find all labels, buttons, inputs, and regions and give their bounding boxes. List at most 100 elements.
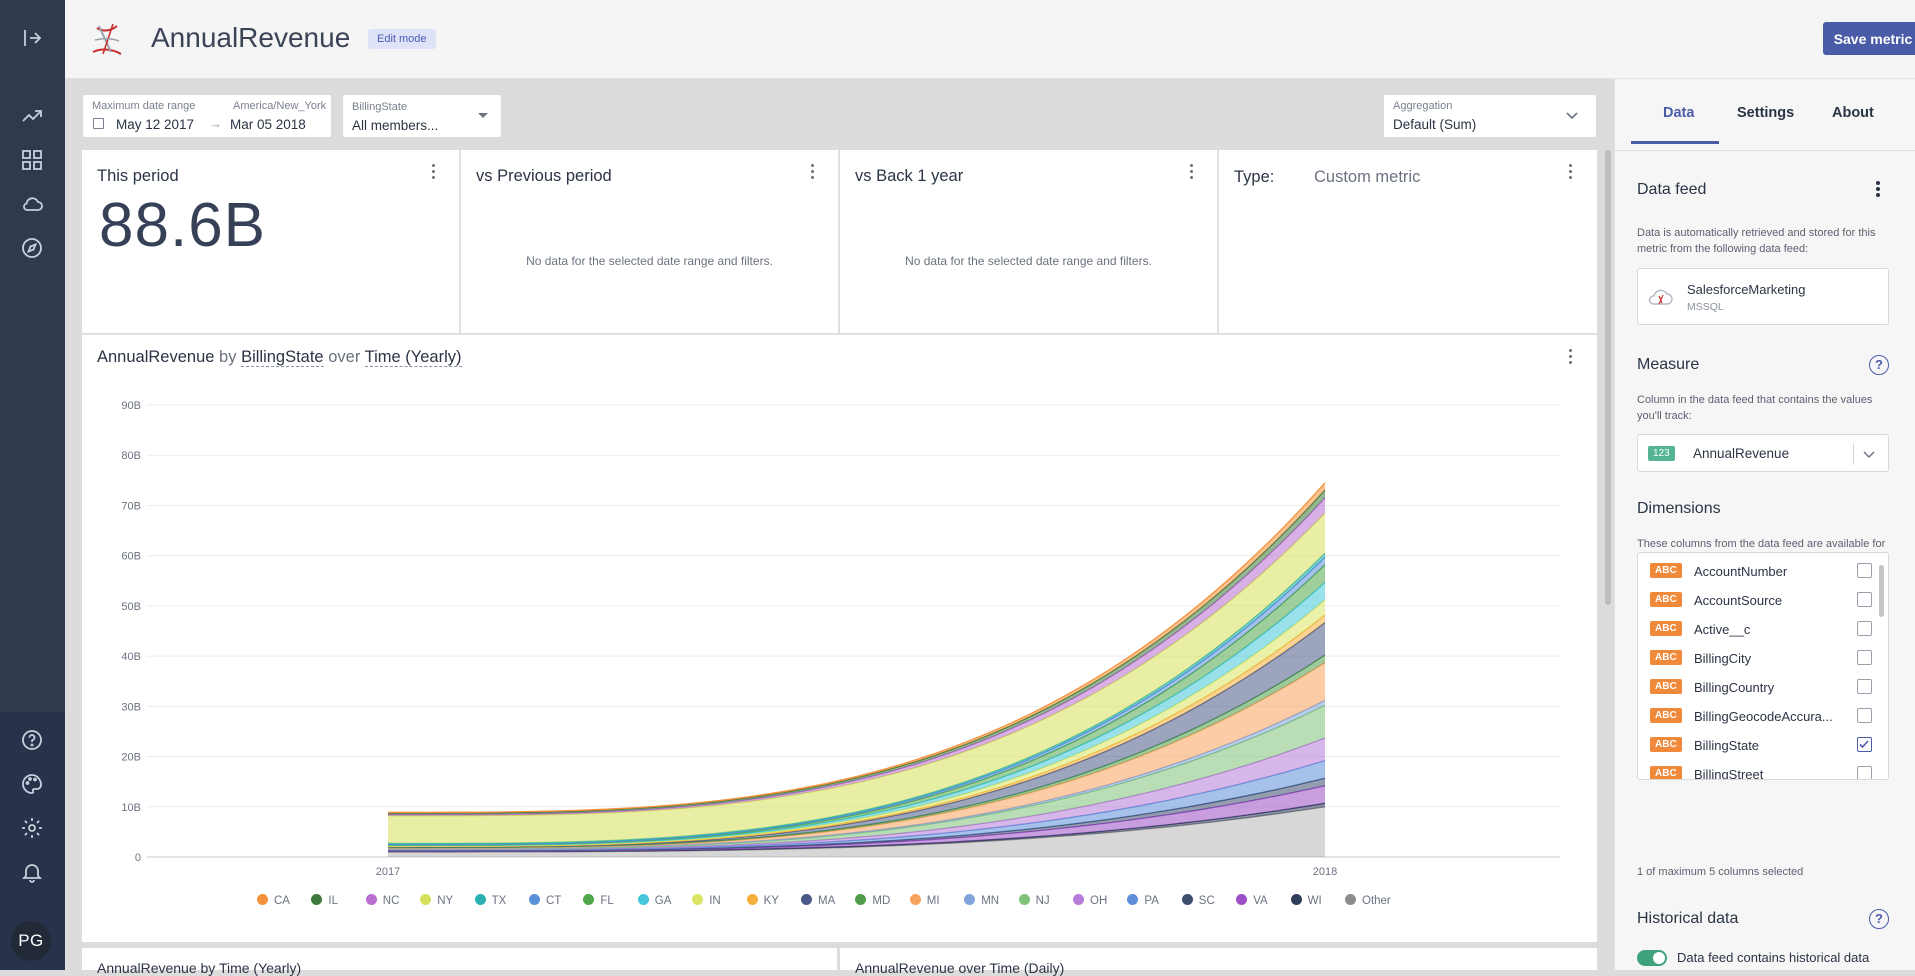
main-nav: PG bbox=[0, 0, 65, 970]
dimension-checkbox[interactable] bbox=[1857, 621, 1872, 636]
main-scrollbar[interactable] bbox=[1605, 150, 1611, 605]
legend-swatch bbox=[855, 894, 867, 905]
legend-item-ny[interactable]: NY bbox=[420, 894, 453, 907]
legend-item-mn[interactable]: MN bbox=[964, 894, 999, 907]
text-type-tag: ABC bbox=[1650, 592, 1682, 607]
this-period-card: This period 88.6B bbox=[82, 150, 460, 333]
legend-label: CA bbox=[274, 895, 290, 907]
legend-item-ky[interactable]: KY bbox=[746, 894, 779, 907]
measure-heading: Measure bbox=[1637, 356, 1700, 373]
aggregation-select[interactable]: Aggregation Default (Sum) bbox=[1383, 94, 1597, 138]
date-start[interactable]: May 12 2017 bbox=[116, 117, 195, 132]
chart-card: AnnualRevenue by BillingState over Time … bbox=[82, 334, 1597, 942]
legend-item-nc[interactable]: NC bbox=[365, 894, 400, 907]
dimension-checkbox[interactable] bbox=[1857, 737, 1872, 752]
legend-item-md[interactable]: MD bbox=[855, 894, 890, 907]
dimension-row[interactable]: ABC BillingCountry bbox=[1650, 677, 1876, 697]
cloud-icon[interactable] bbox=[20, 192, 44, 216]
legend-swatch bbox=[1290, 894, 1302, 905]
dimension-checkbox[interactable] bbox=[1857, 650, 1872, 665]
legend-label: GA bbox=[654, 895, 672, 907]
legend-item-sc[interactable]: SC bbox=[1181, 894, 1215, 907]
help-icon[interactable]: ? bbox=[1869, 355, 1889, 375]
dimension-row[interactable]: ABC BillingGeocodeAccura... bbox=[1650, 706, 1876, 726]
legend-item-ct[interactable]: CT bbox=[529, 894, 561, 907]
legend-item-mi[interactable]: MI bbox=[909, 894, 940, 907]
data-feed-card[interactable]: SalesforceMarketing MSSQL bbox=[1637, 268, 1889, 325]
help-icon[interactable]: ? bbox=[1869, 909, 1889, 929]
card-menu-icon[interactable] bbox=[1569, 164, 1573, 180]
sidebar-expand-icon[interactable] bbox=[20, 26, 44, 50]
lower-card-right: AnnualRevenue over Time (Daily) bbox=[840, 948, 1597, 976]
legend-swatch bbox=[1073, 894, 1084, 905]
y-tick-label: 70B bbox=[121, 500, 141, 512]
historical-heading: Historical data bbox=[1637, 910, 1739, 927]
legend-label: IL bbox=[328, 895, 338, 907]
dimension-checkbox[interactable] bbox=[1857, 679, 1872, 694]
avatar[interactable]: PG bbox=[11, 921, 51, 961]
dimension-checkbox[interactable] bbox=[1857, 563, 1872, 578]
legend-swatch bbox=[1236, 894, 1248, 905]
legend-item-fl[interactable]: FL bbox=[583, 894, 614, 907]
legend-item-pa[interactable]: PA bbox=[1127, 894, 1159, 907]
type-label: Type: bbox=[1234, 168, 1275, 186]
chart-title-over: over bbox=[328, 348, 361, 366]
tab-settings[interactable]: Settings bbox=[1737, 105, 1795, 121]
legend-item-ma[interactable]: MA bbox=[801, 894, 835, 907]
chart-menu-icon[interactable] bbox=[1569, 349, 1573, 365]
legend-label: CT bbox=[546, 895, 562, 907]
data-feed-menu-icon[interactable] bbox=[1876, 181, 1880, 197]
legend-item-ga[interactable]: GA bbox=[637, 894, 672, 907]
legend-item-nj[interactable]: NJ bbox=[1018, 894, 1050, 907]
measure-select[interactable]: 123 AnnualRevenue bbox=[1637, 434, 1889, 472]
dashboard-icon[interactable] bbox=[20, 148, 44, 172]
card-menu-icon[interactable] bbox=[1190, 164, 1194, 180]
tab-about[interactable]: About bbox=[1832, 105, 1874, 121]
legend-item-other[interactable]: Other bbox=[1345, 894, 1391, 907]
trend-icon[interactable] bbox=[20, 104, 44, 128]
dimension-checkbox[interactable] bbox=[1857, 708, 1872, 723]
dimension-checkbox[interactable] bbox=[1857, 766, 1872, 779]
date-end[interactable]: Mar 05 2018 bbox=[230, 117, 306, 132]
compass-icon[interactable] bbox=[20, 236, 44, 260]
dimension-row[interactable]: ABC AccountSource bbox=[1650, 590, 1876, 610]
dimensions-scrollbar[interactable] bbox=[1879, 565, 1884, 617]
legend-label: NY bbox=[437, 895, 454, 907]
legend-item-ca[interactable]: CA bbox=[257, 894, 290, 907]
dimension-row[interactable]: ABC AccountNumber bbox=[1650, 561, 1876, 581]
dimension-row[interactable]: ABC BillingState bbox=[1650, 735, 1876, 755]
legend-swatch bbox=[365, 894, 377, 905]
gear-icon[interactable] bbox=[20, 816, 44, 840]
legend-item-il[interactable]: IL bbox=[311, 894, 338, 907]
date-range-filter[interactable]: Maximum date range America/New_York May … bbox=[82, 94, 332, 138]
dimension-checkbox[interactable] bbox=[1857, 592, 1872, 607]
billingstate-filter[interactable]: BillingState All members... bbox=[342, 94, 502, 138]
no-data-message: No data for the selected date range and … bbox=[526, 254, 773, 268]
data-feed-heading: Data feed bbox=[1637, 181, 1707, 198]
bell-icon[interactable] bbox=[20, 860, 44, 884]
dimension-row[interactable]: ABC BillingStreet bbox=[1650, 764, 1876, 779]
palette-icon[interactable] bbox=[20, 772, 44, 796]
text-type-tag: ABC bbox=[1650, 737, 1682, 752]
dimension-row[interactable]: ABC Active__c bbox=[1650, 619, 1876, 639]
card-menu-icon[interactable] bbox=[811, 164, 815, 180]
save-metric-button[interactable]: Save metric bbox=[1823, 22, 1915, 55]
legend-swatch bbox=[964, 894, 976, 905]
legend-item-wi[interactable]: WI bbox=[1290, 894, 1322, 907]
tab-data[interactable]: Data bbox=[1663, 105, 1695, 121]
data-feed-type: MSSQL bbox=[1687, 301, 1724, 313]
top-bar: AnnualRevenue Edit mode Save metric ✕ bbox=[65, 0, 1915, 79]
legend-item-va[interactable]: VA bbox=[1236, 894, 1268, 907]
legend-item-in[interactable]: IN bbox=[692, 894, 721, 907]
card-menu-icon[interactable] bbox=[432, 164, 436, 180]
legend-label: NC bbox=[382, 895, 400, 907]
legend-swatch bbox=[1345, 894, 1356, 905]
legend-item-tx[interactable]: TX bbox=[474, 894, 506, 907]
dimension-name: BillingGeocodeAccura... bbox=[1694, 709, 1833, 724]
help-icon[interactable] bbox=[20, 728, 44, 752]
legend-item-oh[interactable]: OH bbox=[1073, 894, 1107, 907]
dimension-row[interactable]: ABC BillingCity bbox=[1650, 648, 1876, 668]
chart-title-dimension[interactable]: BillingState bbox=[241, 348, 324, 367]
chart-title-time[interactable]: Time (Yearly) bbox=[364, 348, 462, 367]
historical-toggle[interactable] bbox=[1637, 950, 1667, 966]
